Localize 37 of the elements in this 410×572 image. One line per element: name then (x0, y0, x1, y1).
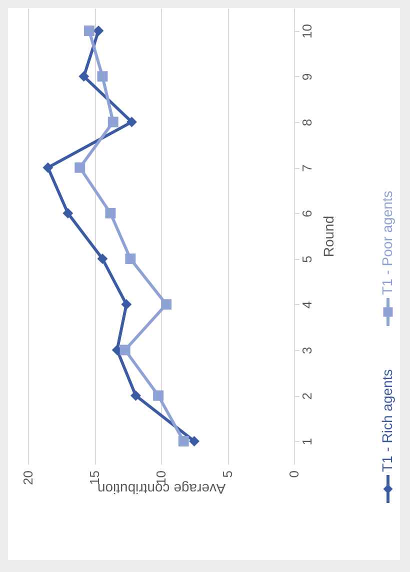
y-tick-label: 4 (300, 301, 314, 309)
point (108, 116, 118, 128)
point (178, 436, 189, 446)
x-tick-label: 10 (154, 470, 168, 485)
y-tick-label: 1 (300, 438, 314, 446)
point (97, 254, 108, 264)
point (74, 162, 86, 173)
x-tick-label: 5 (220, 470, 235, 478)
y-tick-label: 3 (300, 346, 314, 354)
point (84, 26, 94, 36)
point (130, 390, 141, 401)
point (93, 26, 104, 36)
y-tick-label: 7 (300, 164, 314, 172)
point (105, 208, 116, 218)
point (62, 208, 74, 218)
y-tick-label: 9 (300, 73, 314, 81)
y-axis-title: Round (320, 216, 336, 258)
y-tick-label: 8 (300, 118, 314, 126)
point (125, 254, 136, 264)
point (121, 299, 132, 310)
point (120, 344, 130, 356)
x-tick-label: 0 (286, 470, 302, 478)
y-tick-label: 5 (300, 256, 314, 263)
text: T1 - Rich agents (379, 369, 395, 472)
point (78, 71, 90, 82)
y-tick-label: 2 (300, 392, 314, 400)
x-tick-label: 20 (20, 470, 36, 485)
point (161, 299, 172, 310)
y-tick-label: 10 (300, 24, 314, 39)
x-tick-label: 15 (87, 470, 102, 485)
point (126, 116, 137, 128)
text: T1 - Poor agents (379, 190, 395, 295)
y-tick-label: 6 (300, 210, 314, 218)
point (97, 71, 108, 82)
point (189, 436, 200, 446)
point (42, 162, 54, 173)
point (153, 390, 164, 401)
